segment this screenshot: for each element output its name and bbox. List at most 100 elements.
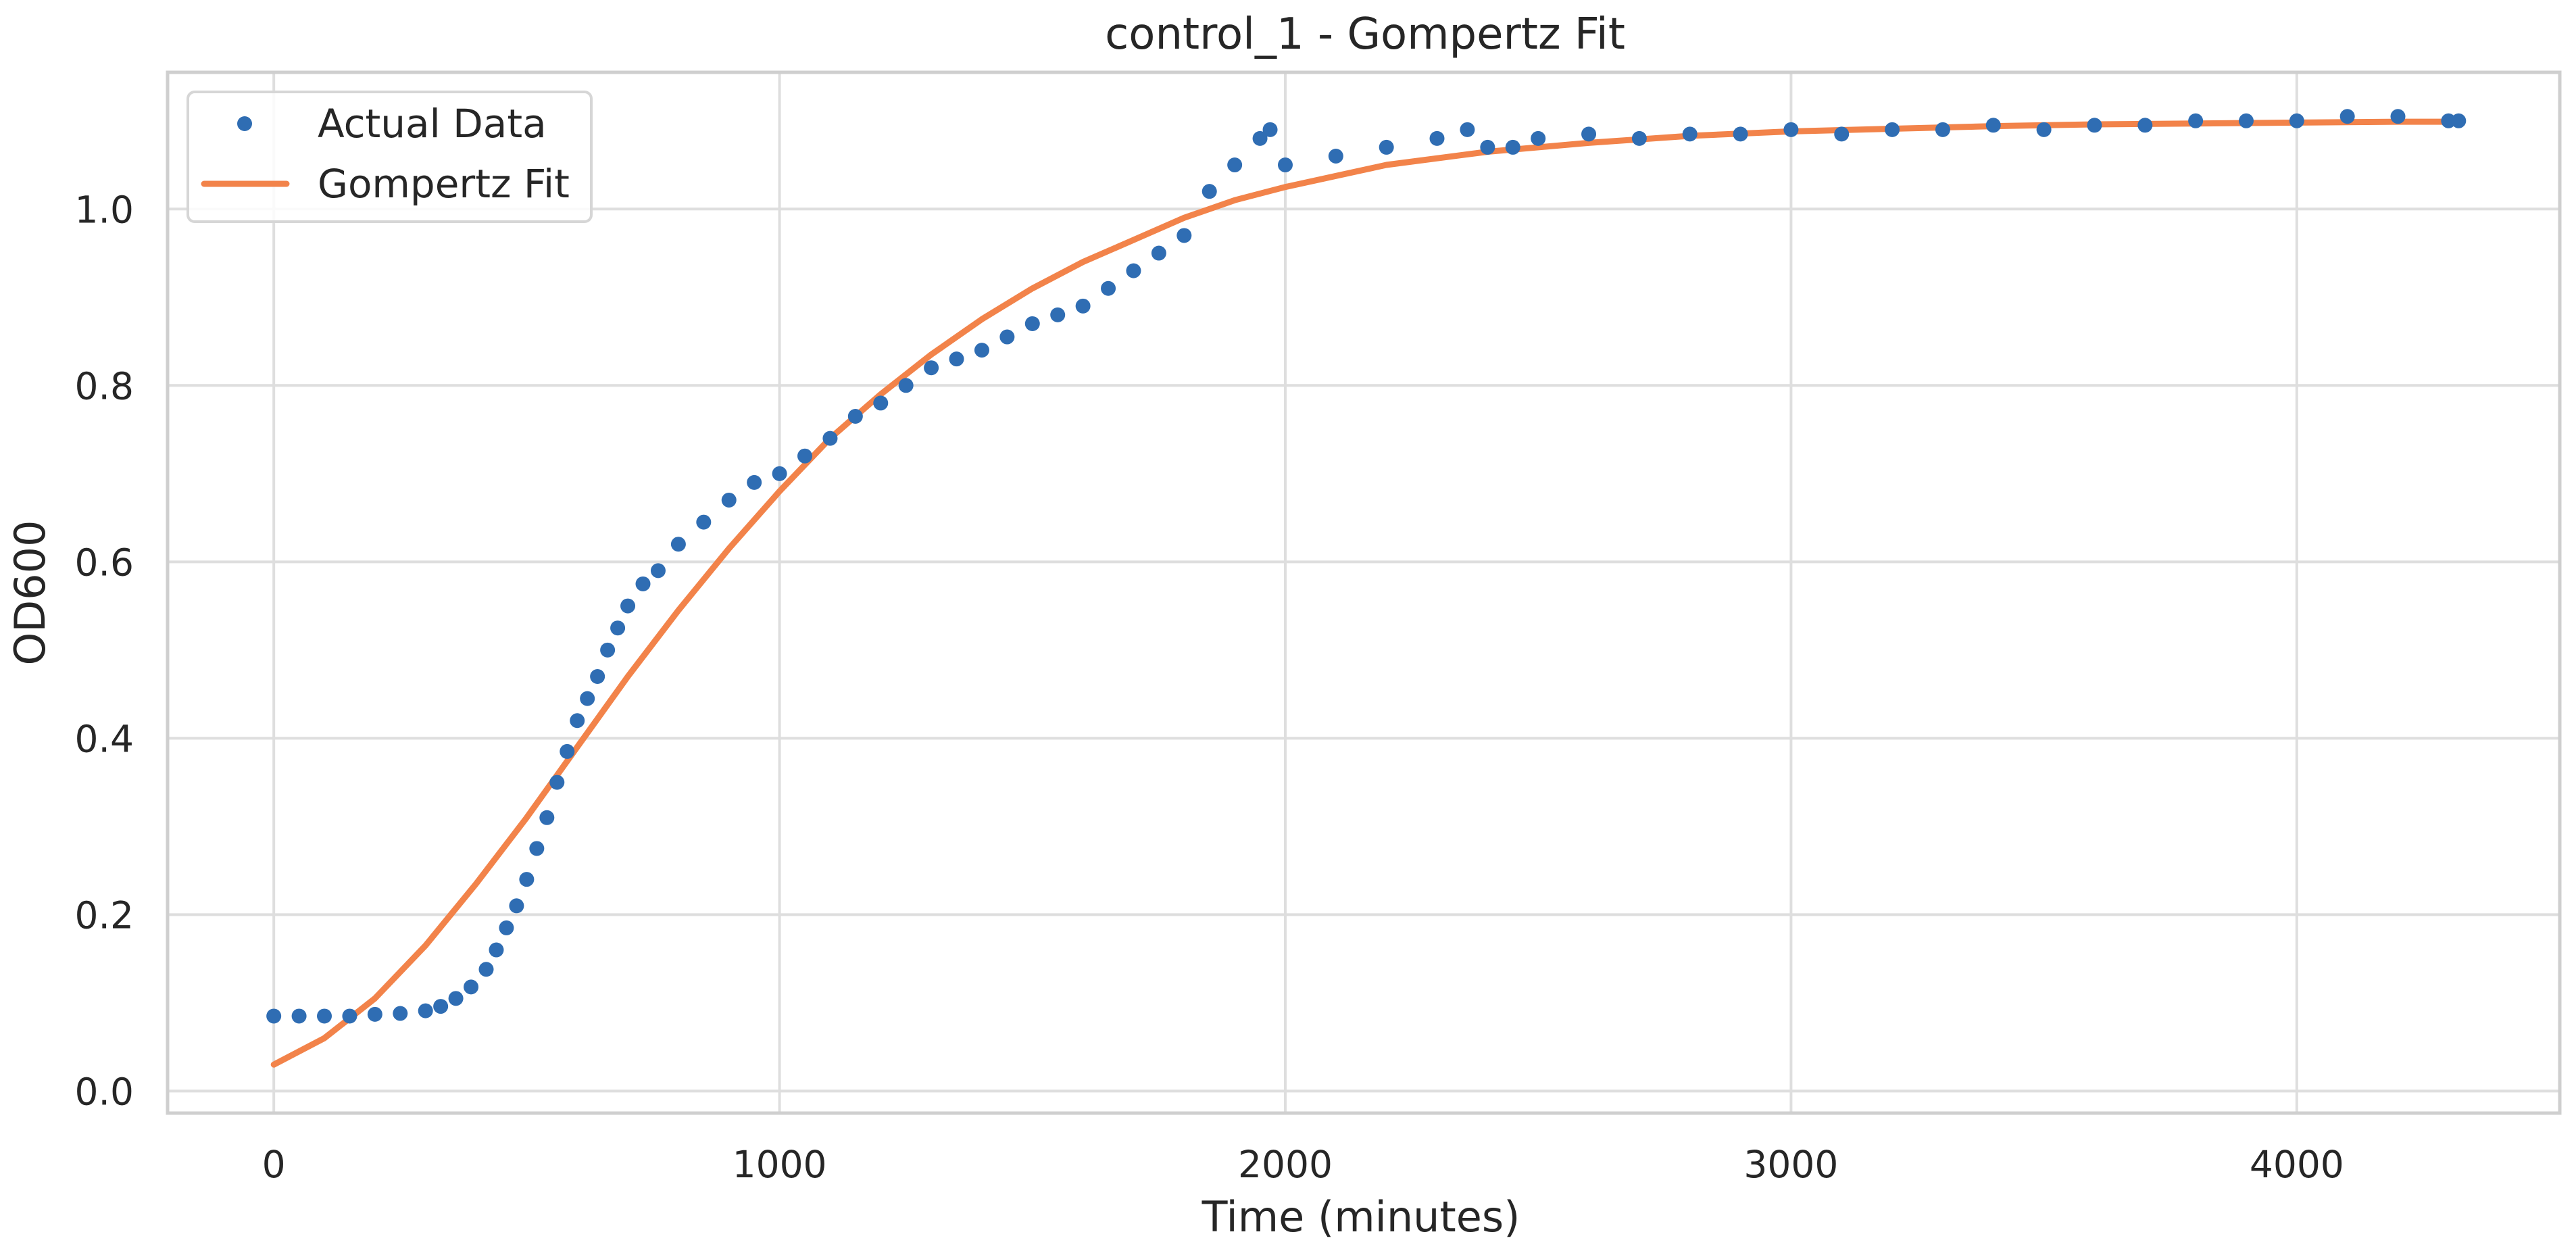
data-point <box>464 979 479 995</box>
grid <box>168 72 2560 1113</box>
data-point <box>1252 130 1268 146</box>
data-point <box>924 360 939 376</box>
x-axis-label: Time (minutes) <box>1202 1192 1520 1242</box>
data-point <box>1682 126 1698 142</box>
data-point <box>650 563 666 579</box>
data-point <box>999 329 1015 345</box>
data-point <box>2451 113 2467 128</box>
data-point <box>448 991 464 1006</box>
data-point <box>1050 307 1066 322</box>
data-point <box>1277 157 1293 173</box>
data-point <box>949 351 964 367</box>
data-point <box>1581 126 1597 142</box>
tick-labels: 0 1000 2000 3000 4000 0.0 0.2 0.4 0.6 0.8 1.0 <box>75 188 2344 1186</box>
data-point <box>721 492 737 508</box>
legend-box <box>187 91 593 223</box>
fit-line-layer <box>270 118 2462 1068</box>
data-point <box>1176 228 1192 243</box>
y-axis-label: OD600 <box>5 520 55 666</box>
data-point <box>822 431 838 446</box>
data-point <box>2238 113 2254 128</box>
data-point <box>696 514 712 530</box>
data-point <box>898 378 914 393</box>
legend-label-gompertz-fit: Gompertz Fit <box>318 161 570 207</box>
data-point <box>2289 113 2304 128</box>
data-point <box>2188 113 2204 128</box>
data-point <box>600 642 616 658</box>
data-point <box>873 395 889 411</box>
data-point <box>590 668 605 684</box>
data-point <box>539 810 555 825</box>
y-tick-label: 0.0 <box>75 1070 134 1113</box>
data-point <box>367 1006 382 1022</box>
data-point <box>266 1008 282 1024</box>
data-point <box>418 1003 433 1018</box>
data-point <box>549 775 565 790</box>
data-point <box>317 1008 332 1024</box>
data-point <box>519 872 535 887</box>
data-point <box>1531 130 1546 146</box>
x-tick-label: 3000 <box>1743 1143 1838 1186</box>
data-point <box>499 920 514 935</box>
data-point <box>2339 109 2355 124</box>
x-tick-label: 4000 <box>2250 1143 2344 1186</box>
data-point <box>1227 157 1243 173</box>
data-point <box>1328 148 1343 164</box>
data-point <box>1733 126 1748 142</box>
data-point <box>797 448 813 464</box>
data-point <box>670 537 686 552</box>
data-point <box>1101 280 1116 296</box>
data-point <box>1935 122 1950 137</box>
data-points-layer <box>266 109 2467 1024</box>
data-point <box>1202 184 1217 199</box>
data-point <box>1151 245 1166 261</box>
data-point <box>1379 139 1394 155</box>
data-point <box>1505 139 1520 155</box>
data-point <box>489 942 504 958</box>
data-point <box>847 408 863 424</box>
data-point <box>2087 118 2102 133</box>
legend: Actual Data Gompertz Fit <box>187 91 593 223</box>
data-point <box>529 841 545 856</box>
data-point <box>772 466 787 481</box>
y-tick-label: 0.8 <box>75 364 134 408</box>
chart-title: control_1 - Gompertz Fit <box>1105 9 1625 59</box>
y-tick-label: 0.6 <box>75 541 134 584</box>
data-point <box>2036 122 2052 137</box>
data-point <box>570 713 585 729</box>
data-point <box>620 598 636 614</box>
data-point <box>1126 263 1141 278</box>
data-point <box>1783 122 1799 137</box>
data-point <box>478 962 494 977</box>
legend-label-actual-data: Actual Data <box>318 101 547 147</box>
data-point <box>1460 122 1475 137</box>
gompertz-fit-line <box>270 118 2462 1068</box>
data-point <box>342 1008 357 1024</box>
legend-marker-actual-data <box>237 116 252 131</box>
data-point <box>1075 298 1091 314</box>
x-tick-label: 0 <box>262 1143 286 1186</box>
data-point <box>580 691 595 706</box>
data-point <box>1834 126 1850 142</box>
data-point <box>635 576 651 591</box>
data-point <box>1631 130 1647 146</box>
data-point <box>1985 118 2001 133</box>
data-point <box>1262 122 1278 137</box>
data-point <box>747 474 762 490</box>
y-tick-label: 0.4 <box>75 717 134 760</box>
y-tick-label: 0.2 <box>75 893 134 937</box>
data-point <box>393 1006 408 1021</box>
data-point <box>509 898 524 914</box>
x-tick-label: 2000 <box>1238 1143 1333 1186</box>
data-point <box>610 620 626 636</box>
data-point <box>1885 122 1900 137</box>
x-tick-label: 1000 <box>733 1143 827 1186</box>
data-point <box>1429 130 1445 146</box>
data-point <box>291 1008 307 1024</box>
y-tick-label: 1.0 <box>75 188 134 231</box>
data-point <box>2390 109 2406 124</box>
data-point <box>1480 139 1495 155</box>
data-point <box>560 743 575 759</box>
data-point <box>433 999 449 1014</box>
